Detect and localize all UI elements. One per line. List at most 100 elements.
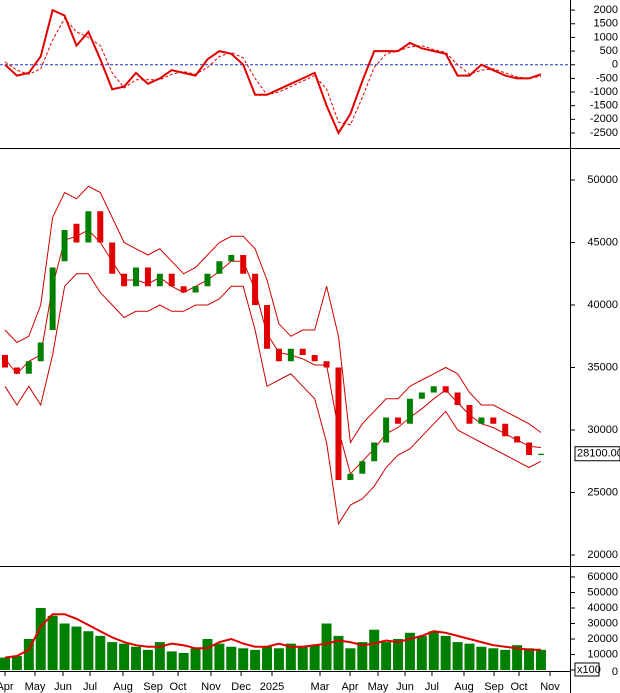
y-tick-label: 40000 <box>587 299 618 311</box>
y-tick-label: 30000 <box>587 617 618 629</box>
x-tick-label: Jul <box>425 681 439 693</box>
series-line <box>4 273 542 526</box>
y-tick-label: 50000 <box>587 174 618 186</box>
candle-body <box>502 423 509 437</box>
unit-box <box>574 662 600 677</box>
volume-bar <box>345 648 356 670</box>
candle-body <box>287 348 294 362</box>
y-tick-label: 60000 <box>587 571 618 583</box>
y-tick-label: 0 <box>612 59 618 71</box>
volume-bar <box>416 635 427 670</box>
volume-bar <box>357 642 368 670</box>
candle-body <box>180 286 187 293</box>
y-tick-label: 35000 <box>587 361 618 373</box>
x-tick-label: Mar <box>311 681 330 693</box>
candle-body <box>335 367 342 480</box>
volume-bar <box>321 623 332 670</box>
candle-body <box>478 417 485 424</box>
series-line <box>4 613 541 659</box>
y-tick-label: 50000 <box>587 586 618 598</box>
x-tick-label: May <box>25 681 46 693</box>
volume-bar <box>142 649 153 670</box>
candle-body <box>418 392 425 399</box>
candle-body <box>73 223 80 243</box>
x-tick-label: 2025 <box>260 681 284 693</box>
volume-bar <box>59 623 70 670</box>
volume-bar <box>333 635 344 670</box>
x-tick-label: Sep <box>143 681 163 693</box>
y-tick-label: -2000 <box>590 113 618 125</box>
volume-bar <box>488 648 499 670</box>
unit-label: x100 <box>577 664 601 676</box>
volume-bar <box>476 646 487 670</box>
y-tick-label: 25000 <box>587 486 618 498</box>
y-tick-label: -1500 <box>590 100 618 112</box>
y-tick-label: 30000 <box>587 424 618 436</box>
candle-body <box>37 342 44 362</box>
x-tick-label: Nov <box>540 681 560 693</box>
y-tick-label: 45000 <box>587 236 618 248</box>
candle-body <box>299 348 306 355</box>
candle-body <box>97 211 104 243</box>
y-tick-label: -500 <box>596 72 618 84</box>
candle-body <box>430 386 437 393</box>
candle-body <box>204 273 211 287</box>
volume-bar <box>131 646 142 670</box>
candle-body <box>13 367 20 374</box>
volume-bar <box>381 642 392 670</box>
candle-body <box>144 267 151 287</box>
candle-body <box>240 255 247 274</box>
candle-body <box>168 273 175 287</box>
x-tick-label: Aug <box>454 681 474 693</box>
candle-body <box>311 355 318 362</box>
candle-body <box>85 211 92 243</box>
candle-body <box>406 398 413 424</box>
candle-body <box>2 355 9 368</box>
x-tick-label: Sep <box>484 681 504 693</box>
x-tick-label: Apr <box>0 681 14 693</box>
y-tick-label: -2500 <box>590 127 618 139</box>
y-tick-label: 1500 <box>594 18 618 30</box>
candle-body <box>109 242 116 274</box>
series-line <box>4 229 541 475</box>
candle-body <box>228 255 235 262</box>
volume-bar <box>512 645 523 670</box>
y-tick-label: 20000 <box>587 549 618 561</box>
series-line <box>4 185 542 444</box>
volume-bar <box>23 638 34 670</box>
x-tick-label: Jun <box>54 681 72 693</box>
volume-bar <box>11 656 22 670</box>
candle-body <box>395 417 402 424</box>
volume-bar <box>238 648 249 670</box>
x-tick-label: May <box>368 681 389 693</box>
volume-bar <box>47 615 58 670</box>
volume-bar <box>500 649 511 670</box>
volume-bar <box>83 631 94 670</box>
volume-bar <box>214 643 225 670</box>
y-tick-label: 40000 <box>587 602 618 614</box>
candle-body <box>192 286 199 293</box>
volume-bar <box>393 638 404 670</box>
y-tick-label: 10000 <box>587 648 618 660</box>
volume-bar <box>178 652 189 670</box>
volume-bar <box>309 645 320 670</box>
candle-body <box>25 361 32 374</box>
x-tick-label: Jul <box>83 681 97 693</box>
candle-body <box>156 273 163 287</box>
candle-body <box>537 453 544 455</box>
x-tick-label: Aug <box>113 681 133 693</box>
y-tick-label: 500 <box>600 45 618 57</box>
candle-body <box>442 386 449 393</box>
candle-body <box>216 261 223 274</box>
x-tick-label: Oct <box>169 681 186 693</box>
candle-body <box>454 392 461 405</box>
y-tick-label: 0 <box>612 666 618 678</box>
candle-body <box>359 461 366 474</box>
candle-body <box>252 273 259 305</box>
volume-bar <box>190 648 201 670</box>
volume-bar <box>464 643 475 670</box>
volume-bar <box>535 649 546 670</box>
volume-bar <box>285 643 296 670</box>
y-tick-label: 2000 <box>594 4 618 16</box>
